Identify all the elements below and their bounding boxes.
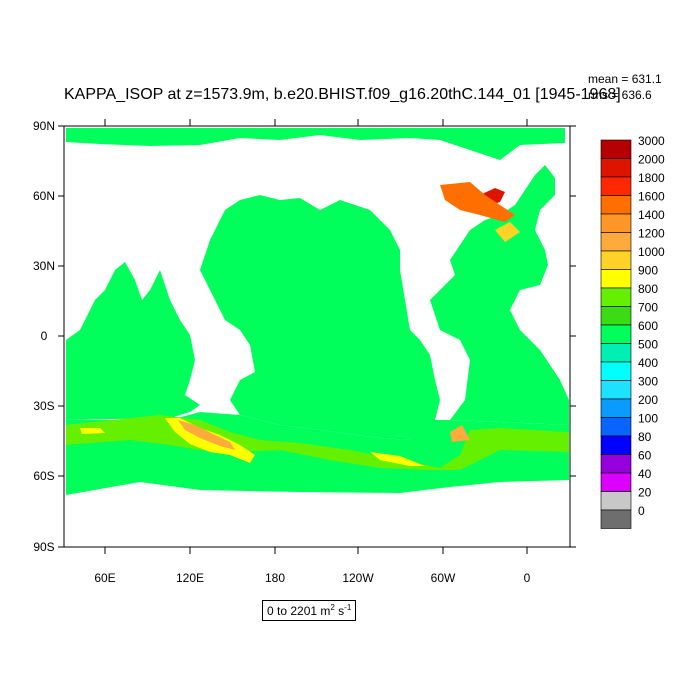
colorbar-swatch	[600, 343, 632, 363]
range-text: 0 to 2201 m	[267, 604, 331, 618]
colorbar-swatch	[600, 435, 632, 455]
colorbar-level-label: 20	[638, 486, 652, 500]
band-labrador-yellow	[495, 222, 520, 242]
colorbar-swatch	[600, 232, 632, 252]
lat-label-60n: 60N	[33, 189, 55, 203]
colorbar-level-label: 800	[638, 282, 658, 296]
colorbar-level-label: 2000	[638, 153, 665, 167]
colorbar-swatch	[600, 250, 632, 270]
arctic-ocean	[66, 128, 565, 160]
colorbar-swatch	[600, 176, 632, 196]
colorbar-level-label: 3000	[638, 134, 665, 148]
colorbar-swatch	[600, 417, 632, 437]
colorbar-level-label: 600	[638, 319, 658, 333]
lon-label-60e: 60E	[94, 571, 115, 585]
band-west-yellow	[80, 428, 105, 434]
colorbar-level-label: 40	[638, 467, 652, 481]
lon-label-0: 0	[524, 571, 531, 585]
lat-label-30n: 30N	[33, 259, 55, 273]
colorbar-level-label: 1600	[638, 190, 665, 204]
colorbar-level-label: 100	[638, 412, 658, 426]
pacific-ocean	[200, 195, 440, 440]
atlantic-ocean	[430, 165, 569, 425]
colorbar-swatch	[600, 195, 632, 215]
lat-label-60s: 60S	[33, 469, 54, 483]
lat-label-90n: 90N	[33, 119, 55, 133]
colorbar-level-label: 400	[638, 356, 658, 370]
colorbar-level-label: 500	[638, 338, 658, 352]
lat-label-90s: 90S	[33, 540, 54, 554]
range-sup-s: -1	[344, 603, 352, 612]
colorbar-swatch	[600, 454, 632, 474]
lon-label-120w: 120W	[342, 571, 374, 585]
colorbar-level-label: 1400	[638, 208, 665, 222]
colorbar-swatch	[600, 139, 632, 159]
band-atlantic-orange	[450, 425, 470, 442]
colorbar-level-label: 80	[638, 430, 652, 444]
colorbar-level-label: 900	[638, 264, 658, 278]
colorbar-swatch	[600, 380, 632, 400]
colorbar-swatch	[600, 324, 632, 344]
colorbar-swatch	[600, 509, 632, 529]
colorbar-swatch	[600, 491, 632, 511]
rms-stat: rms = 636.6	[588, 88, 652, 102]
colorbar-swatch	[600, 287, 632, 307]
colorbar-level-label: 700	[638, 301, 658, 315]
colorbar-swatch	[600, 361, 632, 381]
band-nordic-orange	[440, 182, 515, 222]
colorbar-swatch	[600, 213, 632, 233]
colorbar-swatch	[600, 306, 632, 326]
longitude-axis: 60E 120E 180 120W 60W 0	[94, 119, 531, 585]
kappa-bands	[66, 182, 569, 470]
range-sup-m: 2	[330, 603, 335, 612]
colorbar-level-label: 200	[638, 393, 658, 407]
range-unit-s: s	[334, 604, 345, 618]
band-pacific-yellow	[370, 452, 425, 466]
colorbar-level-label: 1800	[638, 171, 665, 185]
colorbar-level-label: 1200	[638, 227, 665, 241]
mean-stat: mean = 631.1	[588, 72, 662, 86]
latitude-axis: 90N 60N 30N 0 30S 60S 90S	[33, 119, 576, 554]
lon-label-180: 180	[265, 571, 285, 585]
colorbar-swatch	[600, 472, 632, 492]
colorbar-swatch	[600, 269, 632, 289]
plot-title: KAPPA_ISOP at z=1573.9m, b.e20.BHIST.f09…	[64, 86, 621, 103]
colorbar-level-label: 300	[638, 375, 658, 389]
colorbar-level-label: 1000	[638, 245, 665, 259]
colorbar-swatch	[600, 398, 632, 418]
colorbar-swatch	[600, 158, 632, 178]
colorbar-level-label: 0	[638, 504, 645, 518]
lat-label-eq: 0	[41, 329, 48, 343]
colorbar: 3000200018001600140012001000900800700600…	[600, 134, 665, 529]
colorbar-level-label: 60	[638, 449, 652, 463]
lon-label-60w: 60W	[431, 571, 456, 585]
band-tasman-orange	[178, 420, 235, 450]
indian-ocean	[66, 262, 200, 420]
lon-label-120e: 120E	[176, 571, 204, 585]
lat-label-30s: 30S	[33, 399, 54, 413]
range-label: 0 to 2201 m2 s-1	[262, 600, 357, 621]
